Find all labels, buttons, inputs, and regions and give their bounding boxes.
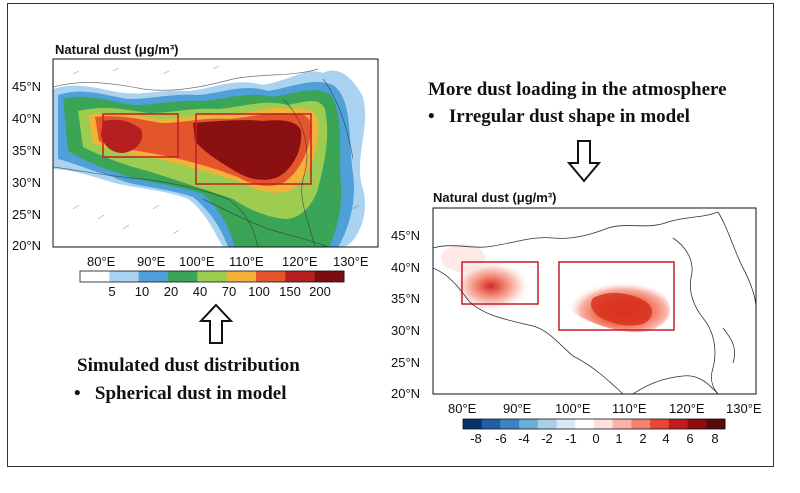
down-arrow-icon (566, 140, 602, 183)
left-colorbar (79, 270, 345, 283)
left-lat-40: 40°N (12, 111, 42, 126)
right-map (432, 207, 757, 395)
left-lon-110: 110°E (229, 254, 264, 269)
caption-spherical: • Spherical dust in model (74, 383, 287, 405)
right-lon-130: 130°E (726, 401, 762, 416)
colorbar-swatch (197, 271, 228, 282)
right-cb-label-6: 6 (686, 431, 694, 446)
right-lon-100: 100°E (555, 401, 591, 416)
left-cb-label-100: 100 (248, 284, 270, 299)
bullet: • (428, 106, 435, 127)
left-lat-20: 20°N (12, 238, 42, 253)
right-lat-45: 45°N (391, 228, 421, 243)
right-cb-label-1: 1 (615, 431, 623, 446)
east-box (558, 261, 675, 331)
left-lon-80: 80°E (87, 254, 116, 269)
right-lat-35: 35°N (391, 291, 421, 306)
left-lon-120: 120°E (282, 254, 318, 269)
caption-irregular-text: Irregular dust shape in model (448, 106, 690, 127)
right-lat-25: 25°N (391, 355, 421, 370)
east-box (195, 113, 312, 185)
left-cb-label-150: 150 (279, 284, 301, 299)
right-cb-label-m1: -1 (565, 431, 577, 446)
bullet: • (74, 383, 81, 404)
left-lon-100: 100°E (179, 254, 215, 269)
colorbar-swatch (668, 419, 689, 429)
left-cb-label-200: 200 (309, 284, 331, 299)
right-lon-80: 80°E (448, 401, 477, 416)
colorbar-swatch (706, 419, 726, 429)
right-lat-20: 20°N (391, 386, 421, 401)
colorbar-swatch (314, 271, 345, 282)
dust-anomaly-west-faint (441, 244, 485, 272)
caption-spherical-text: Spherical dust in model (94, 383, 287, 404)
right-lon-120: 120°E (669, 401, 705, 416)
left-lat-45: 45°N (12, 79, 42, 94)
colorbar-swatch (519, 419, 539, 429)
dust-anomaly-east-core (590, 292, 652, 326)
left-map-title: Natural dust (μg/m³) (55, 42, 179, 57)
colorbar-swatch (612, 419, 632, 429)
colorbar-swatch (537, 419, 558, 429)
caption-irregular: • Irregular dust shape in model (428, 106, 690, 128)
boundary-lines (433, 211, 756, 394)
wind-vectors (72, 65, 360, 235)
west-box (461, 261, 539, 305)
right-lon-90: 90°E (503, 401, 532, 416)
caption-more-dust: More dust loading in the atmosphere (428, 79, 727, 100)
left-cb-label-20: 20 (163, 284, 179, 299)
left-cb-label-5: 5 (108, 284, 116, 299)
right-lat-30: 30°N (391, 323, 421, 338)
colorbar-swatch (226, 271, 257, 282)
colorbar-swatch (594, 419, 614, 429)
dust-anomaly-west (451, 260, 531, 312)
colorbar-swatch (575, 419, 595, 429)
left-lat-30: 30°N (12, 175, 42, 190)
right-lat-40: 40°N (391, 260, 421, 275)
colorbar-swatch (556, 419, 576, 429)
colorbar-swatch (168, 271, 198, 282)
left-lat-25: 25°N (12, 207, 42, 222)
right-cb-label-2: 2 (639, 431, 647, 446)
caption-simulated: Simulated dust distribution (77, 355, 300, 376)
right-colorbar (462, 418, 726, 430)
dust-contour-150 (101, 119, 143, 153)
boundary-lines (53, 68, 354, 247)
right-cb-label-m2: -2 (541, 431, 553, 446)
west-box (102, 113, 179, 158)
colorbar-swatch (631, 419, 651, 429)
figure-frame (7, 3, 774, 467)
left-cb-label-10: 10 (134, 284, 150, 299)
right-lon-110: 110°E (612, 401, 647, 416)
colorbar-swatch (481, 419, 501, 429)
colorbar-swatch (687, 419, 707, 429)
left-lon-90: 90°E (137, 254, 166, 269)
colorbar-swatch (109, 271, 140, 282)
colorbar-swatch (463, 419, 483, 429)
colorbar-swatch (650, 419, 670, 429)
up-arrow-icon (198, 303, 234, 344)
left-cb-label-40: 40 (192, 284, 208, 299)
right-map-title: Natural dust (μg/m³) (433, 190, 557, 205)
colorbar-swatch (500, 419, 520, 429)
colorbar-swatch (285, 271, 316, 282)
colorbar-swatch (138, 271, 169, 282)
colorbar-swatch (256, 271, 286, 282)
right-cb-label-m6: -6 (495, 431, 507, 446)
left-map (52, 58, 379, 248)
left-lon-130: 130°E (333, 254, 369, 269)
colorbar-swatch (80, 271, 110, 282)
right-cb-label-m4: -4 (518, 431, 530, 446)
right-cb-label-8: 8 (711, 431, 719, 446)
left-cb-label-70: 70 (221, 284, 237, 299)
right-cb-label-m8: -8 (470, 431, 482, 446)
left-lat-35: 35°N (12, 143, 42, 158)
dust-contour-150b (193, 120, 302, 180)
right-cb-label-0: 0 (592, 431, 600, 446)
right-cb-label-4: 4 (662, 431, 670, 446)
